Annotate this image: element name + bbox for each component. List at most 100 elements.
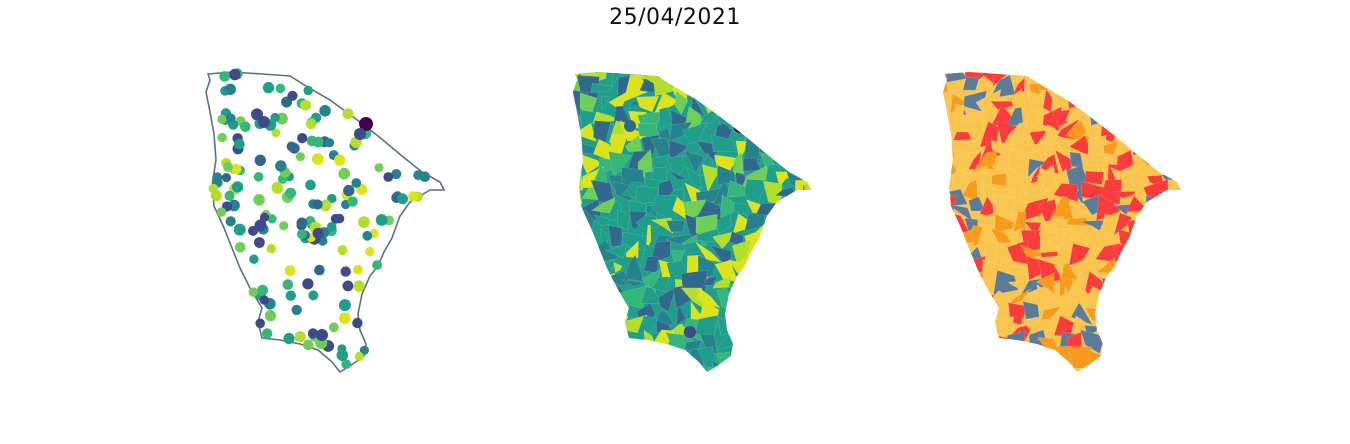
municipality-polygon <box>772 72 790 87</box>
municipality-polygon <box>629 211 648 230</box>
municipality-polygon <box>1161 287 1181 305</box>
municipality-point <box>296 229 307 240</box>
municipality-polygon <box>975 150 997 170</box>
municipality-polygon <box>573 171 583 191</box>
municipality-polygon <box>951 170 966 189</box>
municipality-point <box>362 230 373 241</box>
municipality-polygon <box>962 76 980 91</box>
municipality-point <box>288 142 300 154</box>
municipality-polygon <box>1110 367 1136 372</box>
municipality-polygon <box>1070 302 1093 325</box>
municipality-point <box>229 68 241 81</box>
municipality-polygon <box>800 135 811 156</box>
municipality-polygon <box>1084 170 1104 185</box>
municipality-polygon <box>793 293 811 305</box>
municipality-polygon <box>1114 204 1131 215</box>
municipality-polygon <box>961 284 988 310</box>
municipality-polygon <box>1145 213 1159 230</box>
municipality-polygon <box>573 138 584 159</box>
municipality-polygon <box>666 155 685 178</box>
municipality-polygon <box>1010 183 1024 200</box>
municipality-polygon <box>1126 299 1146 322</box>
municipality-point <box>327 193 337 204</box>
municipality-polygon <box>741 257 768 277</box>
municipality-point <box>326 222 337 232</box>
municipality-polygon <box>767 72 781 85</box>
municipality-polygon <box>1127 318 1153 340</box>
municipality-point <box>343 184 355 197</box>
municipality-polygon <box>1155 194 1178 216</box>
municipality-polygon <box>1067 81 1093 102</box>
municipality-polygon <box>755 363 778 372</box>
municipality-polygon <box>747 96 767 111</box>
municipality-point <box>240 121 251 133</box>
municipality-polygon <box>607 335 630 354</box>
municipality-polygon <box>1038 231 1062 253</box>
municipality-polygon <box>954 104 965 130</box>
municipality-polygon <box>1036 164 1056 192</box>
municipality-polygon <box>771 367 796 372</box>
municipality-polygon <box>762 317 783 343</box>
municipality-polygon <box>769 292 793 305</box>
municipality-polygon <box>801 204 811 215</box>
municipality-polygon <box>578 242 597 258</box>
map-classes-panel <box>943 72 1181 372</box>
municipality-polygon <box>750 285 764 306</box>
municipality-point <box>305 118 317 130</box>
municipality-polygon <box>1158 214 1180 235</box>
municipality-polygon <box>711 359 731 372</box>
municipality-polygon <box>1120 261 1136 280</box>
municipality-polygon <box>954 286 973 312</box>
municipality-point <box>375 214 388 226</box>
municipality-polygon <box>578 302 600 326</box>
municipality-polygon <box>676 306 687 326</box>
municipality-point <box>342 280 354 292</box>
municipality-polygon <box>742 83 765 100</box>
municipality-polygon <box>593 214 611 226</box>
municipality-polygon <box>789 91 811 114</box>
municipality-polygon <box>755 80 782 100</box>
municipality-polygon <box>1145 107 1163 130</box>
municipality-polygon <box>980 348 998 362</box>
municipality-polygon <box>1143 314 1170 334</box>
municipality-polygon <box>773 307 792 325</box>
municipality-polygon <box>1140 333 1162 358</box>
municipality-polygon <box>1121 302 1134 326</box>
municipality-point <box>248 287 258 297</box>
municipality-polygon <box>975 89 1002 114</box>
municipality-point <box>254 219 267 232</box>
municipality-polygon <box>590 83 614 93</box>
municipality-polygon <box>1174 225 1181 253</box>
municipality-point <box>374 163 384 173</box>
municipality-polygon <box>996 120 1018 147</box>
municipality-polygon <box>1127 119 1146 140</box>
municipality-polygon <box>1081 95 1109 117</box>
municipality-polygon <box>1174 141 1181 163</box>
municipality-point <box>302 339 314 351</box>
municipality-polygon <box>949 279 973 293</box>
municipality-polygon <box>1143 270 1168 289</box>
municipality-polygon <box>583 362 600 372</box>
municipality-polygon <box>791 269 810 290</box>
municipality-polygon <box>1144 120 1163 146</box>
municipality-polygon <box>771 93 799 111</box>
municipality-point <box>397 193 408 205</box>
municipality-polygon <box>1070 229 1088 242</box>
municipality-polygon <box>952 264 974 276</box>
municipality-polygon <box>785 263 811 274</box>
municipality-polygon <box>809 241 811 260</box>
municipality-polygon <box>636 96 660 113</box>
municipality-polygon <box>1176 284 1181 309</box>
municipality-polygon <box>968 304 988 328</box>
municipality-polygon <box>1120 286 1139 313</box>
municipality-point <box>372 260 382 270</box>
municipality-polygon <box>1110 92 1138 113</box>
municipality-point <box>297 133 308 144</box>
municipality-polygon <box>657 286 676 312</box>
municipality-point <box>408 191 419 202</box>
municipality-polygon <box>686 166 702 190</box>
municipality-polygon <box>1177 300 1181 323</box>
municipality-polygon <box>778 215 799 227</box>
municipality-polygon <box>725 74 755 103</box>
municipality-polygon <box>729 301 752 323</box>
